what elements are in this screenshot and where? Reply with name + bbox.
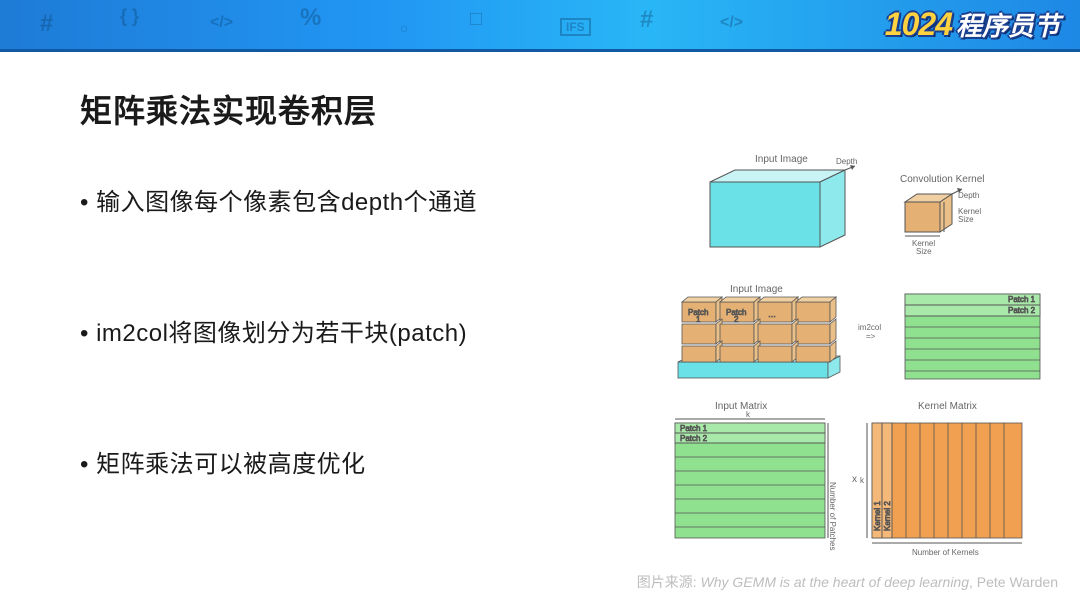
kernel-title: Convolution Kernel xyxy=(900,174,985,185)
slide-title: 矩阵乘法实现卷积层 xyxy=(80,86,377,132)
kernel-depth-label: Depth xyxy=(958,191,979,200)
svg-text:…: … xyxy=(768,310,776,319)
svg-text:Kernel 2: Kernel 2 xyxy=(883,501,892,531)
input-matrix: Patch 1 Patch 2 xyxy=(675,423,825,538)
kernel-matrix: Kernel 1 Kernel 2 xyxy=(872,423,1022,538)
svg-text:Patch 1: Patch 1 xyxy=(680,424,708,433)
diagram-stack: Input Image Depth Convolution Kernel xyxy=(650,152,1050,567)
bullet-3: • 矩阵乘法可以被高度优化 xyxy=(80,444,580,479)
svg-text:2: 2 xyxy=(734,315,739,324)
input-image-label-2: Input Image xyxy=(730,284,783,295)
diagram-row3: Input Matrix Kernel Matrix k Patch 1 Pat… xyxy=(660,397,1050,567)
svg-text:1: 1 xyxy=(696,315,701,324)
citation-author: , Pete Warden xyxy=(969,574,1058,590)
patch-list: Patch 1 Patch 2 xyxy=(905,294,1040,379)
event-banner: # { } </> % ○ □ IFS # </> 1024 程序员节 xyxy=(0,0,1080,52)
num-patches-label: Number of Patches xyxy=(828,482,837,550)
im2col-label: im2col xyxy=(858,323,881,332)
event-logo: 1024 程序员节 xyxy=(885,6,1060,43)
diagram-row2: Input Image xyxy=(670,282,1050,392)
kernel-cube xyxy=(905,194,952,232)
bullet-list: • 输入图像每个像素包含depth个通道 • im2col将图像划分为若干块(p… xyxy=(80,182,580,575)
svg-text:Patch 2: Patch 2 xyxy=(680,434,708,443)
num-kernels-label: Number of Kernels xyxy=(912,548,979,557)
svg-text:k: k xyxy=(860,476,865,485)
bullet-1: • 输入图像每个像素包含depth个通道 xyxy=(80,182,580,217)
bullet-2: • im2col将图像划分为若干块(patch) xyxy=(80,313,580,348)
kernel-matrix-label: Kernel Matrix xyxy=(918,401,977,412)
svg-text:x: x xyxy=(852,474,857,485)
patch-grid: Patch 1 Patch 2 … xyxy=(678,297,840,378)
diagram-row1: Input Image Depth Convolution Kernel xyxy=(690,152,1030,272)
svg-text:=>: => xyxy=(866,332,876,341)
input-cube xyxy=(710,170,845,247)
svg-text:Kernel 1: Kernel 1 xyxy=(873,501,882,531)
svg-text:Size: Size xyxy=(916,247,932,256)
input-matrix-label: Input Matrix xyxy=(715,401,767,412)
depth-label-1: Depth xyxy=(836,157,857,166)
input-image-label: Input Image xyxy=(755,154,808,165)
svg-text:Patch 2: Patch 2 xyxy=(1008,306,1036,315)
citation-prefix: 图片来源: xyxy=(637,574,701,590)
svg-text:Size: Size xyxy=(958,215,974,224)
citation-title: Why GEMM is at the heart of deep learnin… xyxy=(701,574,969,590)
citation: 图片来源: Why GEMM is at the heart of deep l… xyxy=(0,572,1058,592)
slide-body: 矩阵乘法实现卷积层 • 输入图像每个像素包含depth个通道 • im2col将… xyxy=(0,52,1080,608)
event-text: 程序员节 xyxy=(956,6,1060,43)
svg-text:Patch 1: Patch 1 xyxy=(1008,295,1036,304)
event-number: 1024 xyxy=(885,6,952,43)
